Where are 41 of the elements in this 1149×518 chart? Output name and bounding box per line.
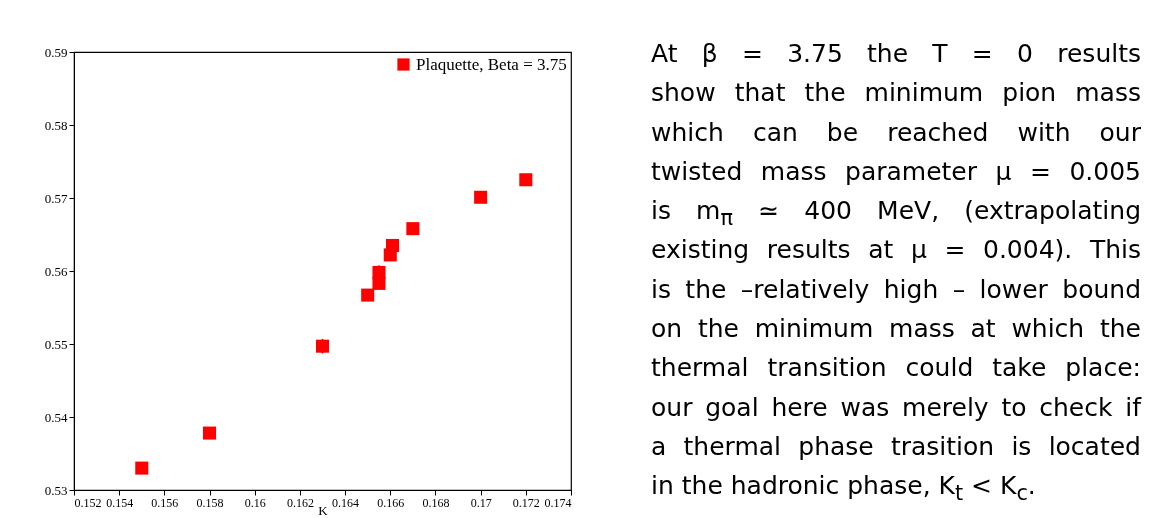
x-tick-label: 0.16 (244, 495, 266, 510)
point (203, 426, 217, 440)
x-tick-label: 0.166 (377, 495, 405, 510)
text: in the hadronic phase, K$_{t}$ < K$_{c}$. (651, 470, 1037, 506)
x-tick-label: 0.152 (74, 495, 102, 510)
legend-label: Plaquette, Beta = 3.75 (416, 54, 567, 74)
text: existing results at μ = 0.004). This (651, 234, 1141, 267)
text: thermal transition could take place: (651, 352, 1141, 385)
text: twisted mass parameter μ = 0.005 (651, 155, 1141, 188)
text: show that the minimum pion mass (651, 77, 1141, 110)
x-tick-label: 0.164 (332, 495, 360, 510)
text: a thermal phase trasition is located (651, 430, 1141, 463)
y-tick-label: 0.55 (44, 336, 68, 352)
point (474, 190, 488, 204)
x-axis-title: K (318, 502, 329, 518)
x-tick-label: 0.156 (151, 495, 179, 510)
point (519, 173, 533, 187)
text: At β = 3.75 the T = 0 results (651, 38, 1141, 70)
y-tick-label: 0.58 (44, 117, 68, 133)
point (386, 238, 400, 252)
y-tick-label: 0.53 (44, 482, 68, 498)
x-tick-label: 0.168 (422, 495, 450, 510)
x-tick-label: 0.17 (470, 495, 492, 510)
y-tick-label: 0.54 (44, 409, 68, 425)
point (135, 461, 149, 475)
text: is m$_{π}$ ≃ 400 MeV, (extrapolating (651, 196, 1141, 231)
x-tick-label: 0.172 (512, 495, 540, 510)
point (315, 339, 330, 353)
text: on the minimum mass at which the (651, 313, 1141, 346)
x-tick-label: 0.154 (106, 495, 134, 510)
text: our goal here was merely to check if (651, 391, 1141, 424)
x-tick-label: 0.174 (544, 495, 572, 510)
text: which can be reached with our (651, 116, 1141, 149)
y-tick-label: 0.57 (44, 190, 68, 206)
x-tick-label: 0.162 (286, 495, 314, 510)
y-tick-label: 0.56 (44, 263, 68, 279)
y-tick-label: 0.59 (44, 44, 68, 60)
point (361, 288, 375, 302)
point (406, 222, 420, 236)
text: is the –relatively high – lower bound (651, 273, 1141, 306)
x-tick-label: 0.158 (196, 495, 224, 510)
